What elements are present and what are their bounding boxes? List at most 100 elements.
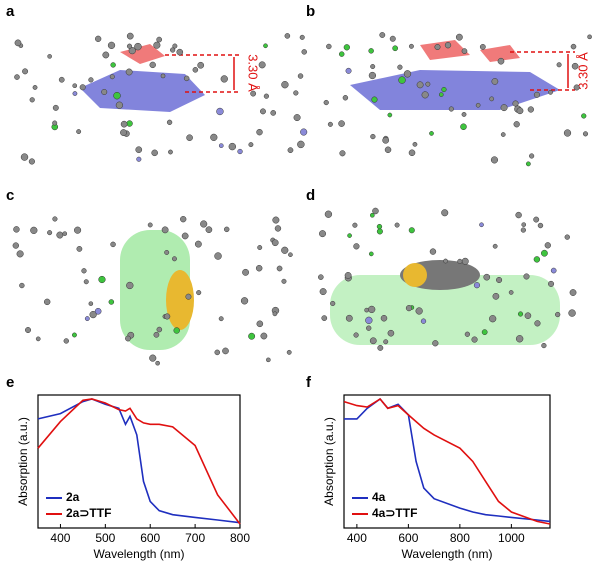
atom (63, 338, 69, 344)
atom (263, 43, 268, 49)
atom (281, 246, 289, 254)
atom (481, 329, 488, 336)
atom (379, 32, 386, 38)
atom (120, 129, 127, 137)
atom (461, 112, 467, 117)
atom (166, 119, 173, 126)
atom (434, 44, 441, 51)
atom (460, 123, 467, 131)
atom (326, 43, 332, 50)
atom (420, 318, 427, 324)
panel-label: b (306, 3, 315, 20)
atom (257, 245, 263, 250)
atom (384, 146, 392, 154)
atom (266, 357, 271, 363)
atom (12, 242, 19, 249)
atom (115, 101, 123, 109)
atom (455, 33, 463, 41)
atom (416, 81, 424, 89)
atom (353, 332, 359, 338)
atom (300, 128, 308, 136)
atom (432, 340, 439, 347)
atom (88, 301, 94, 306)
atom (276, 265, 283, 272)
atom (513, 121, 520, 128)
atom (319, 230, 327, 238)
atom (47, 230, 53, 236)
panel-label: c (6, 187, 14, 204)
atom (425, 81, 431, 87)
atom (126, 120, 133, 127)
atom (412, 141, 418, 147)
atom (464, 331, 470, 337)
atom (479, 43, 486, 50)
atom (370, 212, 375, 218)
sulfur (403, 263, 427, 287)
atom (345, 67, 352, 74)
atom (492, 243, 498, 249)
atom (520, 227, 526, 233)
atom (270, 110, 277, 116)
x-tick-label: 400 (347, 531, 367, 545)
atom (582, 131, 589, 137)
x-tick-label: 1000 (498, 531, 525, 545)
x-tick-label: 800 (450, 531, 470, 545)
atom (297, 73, 304, 79)
atom (398, 76, 406, 84)
x-tick-label: 700 (185, 531, 205, 545)
atom (218, 143, 224, 148)
atom (319, 288, 327, 296)
atom (14, 74, 20, 80)
atom (281, 81, 289, 89)
atom (72, 83, 78, 89)
atom (52, 216, 58, 222)
atom (155, 360, 160, 366)
atom (284, 33, 291, 39)
atom (457, 258, 463, 264)
atom (128, 47, 136, 55)
spectrum-line (343, 397, 551, 525)
ttf-space-fill (166, 270, 194, 330)
atom (30, 226, 38, 234)
atom (377, 344, 384, 351)
atom (194, 240, 202, 248)
atom (180, 216, 187, 223)
atom (489, 96, 495, 102)
atom (216, 107, 224, 116)
atom (439, 92, 444, 97)
atom (475, 102, 481, 108)
atom (369, 337, 377, 345)
structures: 3.30 Å 3.30 Å (12, 32, 592, 366)
atom (272, 311, 278, 317)
atom (371, 96, 378, 103)
atom (372, 207, 379, 215)
atom (62, 231, 68, 236)
atom (242, 268, 250, 276)
atom (383, 339, 389, 345)
atom (318, 274, 324, 280)
atom (490, 156, 499, 164)
atom (338, 51, 345, 57)
atom (461, 257, 469, 265)
ttf-plane (420, 40, 470, 60)
atom (496, 276, 503, 284)
atom (214, 252, 222, 260)
atom (258, 61, 266, 69)
atom (135, 146, 143, 154)
x-axis-label: Wavelength (nm) (94, 547, 185, 561)
atom (25, 327, 32, 334)
spectrum-line (37, 398, 241, 525)
atom (443, 258, 448, 264)
legend-label: 4a (372, 490, 386, 504)
space-fill (330, 275, 560, 345)
atom (222, 347, 229, 355)
atom (272, 216, 280, 224)
atom (508, 290, 514, 295)
atom (444, 42, 452, 49)
atom (343, 44, 350, 51)
atom (256, 320, 264, 328)
atom (83, 279, 89, 285)
atom (79, 84, 86, 91)
atom (58, 76, 65, 83)
atom (171, 256, 177, 262)
